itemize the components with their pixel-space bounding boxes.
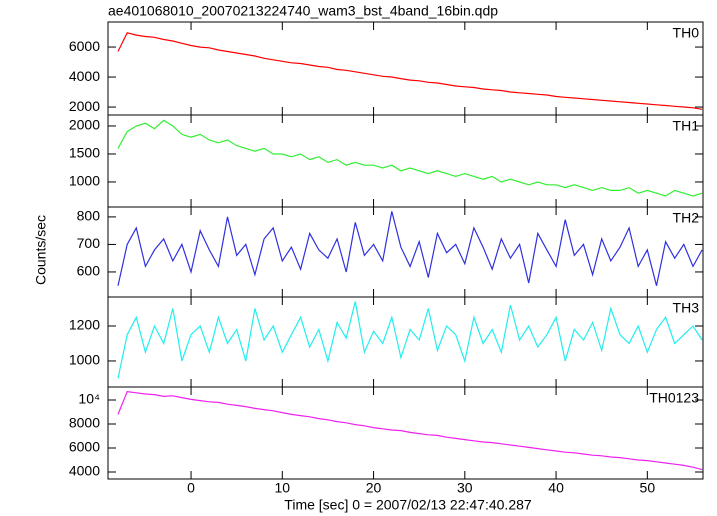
chart-title: ae401068010_20070213224740_wam3_bst_4ban… [108,3,498,19]
y-tick-label: 800 [77,208,101,224]
x-tick-label: 20 [366,480,382,496]
series-label: TH3 [673,300,700,316]
data-line [117,119,703,197]
panel-frame [107,386,704,480]
y-tick-label: 2000 [69,117,100,133]
y-tick-label: 6000 [69,439,100,455]
data-line [117,390,703,471]
y-tick-label: 6000 [69,38,100,54]
y-tick-label: 600 [77,263,101,279]
y-axis-label: Counts/sec [33,215,49,285]
y-tick-label: 10⁴ [78,391,100,407]
x-tick-label: 0 [187,480,195,496]
y-tick-label: 1000 [69,173,100,189]
data-line [117,32,703,110]
x-tick-label: 10 [275,480,291,496]
y-tick-label: 2000 [69,98,100,114]
x-tick-label: 50 [640,480,656,496]
x-tick-label: 40 [548,480,564,496]
x-axis-label: Time [sec] 0 = 2007/02/13 22:47:40.287 [284,497,532,513]
y-tick-label: 4000 [69,68,100,84]
y-tick-label: 1000 [69,352,100,368]
y-tick-label: 4000 [69,463,100,479]
y-tick-label: 1200 [69,317,100,333]
y-tick-label: 700 [77,235,101,251]
series-label: TH0123 [649,390,699,406]
data-line [117,301,703,379]
series-label: TH1 [673,118,700,134]
series-label: TH0 [673,25,700,41]
y-tick-label: 8000 [69,415,100,431]
y-tick-label: 1500 [69,145,100,161]
x-tick-label: 30 [457,480,473,496]
series-label: TH2 [673,210,700,226]
data-line [117,211,703,286]
